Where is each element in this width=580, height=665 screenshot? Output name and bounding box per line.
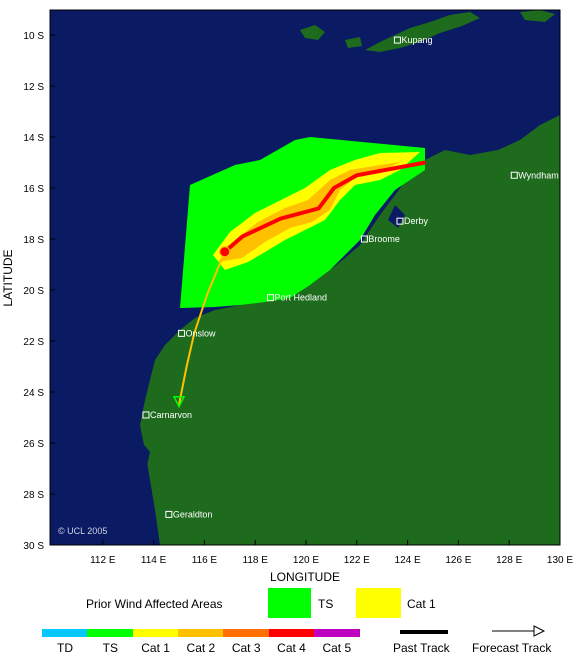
current-position [219,246,231,258]
lon-tick-label: 112 E [90,555,116,566]
x-axis-title: LONGITUDE [270,570,340,584]
lon-tick-label: 122 E [344,555,370,566]
legend: Prior Wind Affected Areas TS Cat 1 [0,585,580,665]
map-frame [49,9,561,546]
place-label: Derby [404,216,429,226]
place-label: Onslow [186,328,217,338]
forecast-arrowhead [172,396,186,409]
lat-tick-label: 24 S [23,388,44,399]
prior-areas-label: Prior Wind Affected Areas [86,597,223,611]
lat-tick-label: 12 S [23,82,44,93]
lon-tick-label: 120 E [293,555,319,566]
lat-tick-label: 18 S [23,235,44,246]
category-color-cat-5 [313,629,360,637]
place-marker [165,510,173,518]
lat-tick-label: 22 S [23,337,44,348]
cyclone-track-map: 10 S 12 S 14 S 16 S 18 S 20 S 22 S 24 S 26 S 28 S… [1,9,573,584]
place-label: Broome [368,234,400,244]
category-color-td [42,629,88,637]
category-color-cat-1 [132,629,179,637]
australia-mainland [140,115,560,545]
place-label: Carnarvon [150,410,192,420]
copyright-text: © UCL 2005 [58,526,107,536]
place-label: Kupang [401,35,432,45]
place-marker [178,329,186,337]
axis-ticks: 10 S 12 S 14 S 16 S 18 S 20 S 22 S 24 S 26 S 28 S… [23,31,573,566]
past-track-path [223,160,426,254]
storm-track [172,160,426,409]
king-sound [388,205,405,228]
place-marker [266,294,274,302]
category-label: Cat 1 [141,641,170,655]
category-label: TD [57,641,73,655]
shark-bay [138,440,150,470]
place-label: Port Hedland [274,293,327,303]
place-label: Geraldton [173,509,213,519]
island-ne [520,10,555,22]
place-marker [142,411,150,419]
category-color-cat-2 [177,629,224,637]
forecast-track-arrow [492,625,546,637]
lon-tick-label: 124 E [395,555,421,566]
place-marker [360,235,368,243]
past-track-line [400,630,448,634]
category-color-ts [87,629,134,637]
timor-island [365,12,480,52]
category-color-cat-3 [223,629,270,637]
cat1-swatch [356,588,401,618]
lat-tick-label: 10 S [23,31,44,42]
lon-tick-label: 114 E [141,555,167,566]
place-marker [393,36,401,44]
island-north-2 [345,37,362,48]
lon-tick-label: 116 E [192,555,218,566]
place-markers: Kupang Wyndham Derby Broome Port Hedland Onsl… [142,35,559,519]
category-label: Cat 5 [322,641,352,655]
lon-tick-label: 118 E [243,555,269,566]
past-track-label: Past Track [393,641,450,655]
lat-tick-label: 30 S [23,541,44,552]
category-label: Cat 4 [277,641,306,655]
ts-swatch-label: TS [318,597,334,611]
category-label: Cat 3 [231,641,261,655]
lon-tick-label: 130 E [547,555,573,566]
category-label: TS [102,641,118,655]
place-marker [510,171,518,179]
forecast-track-label: Forecast Track [472,641,552,655]
lat-tick-label: 26 S [23,439,44,450]
lat-tick-label: 28 S [23,490,44,501]
island-north [300,25,325,40]
cat1-swatch-label: Cat 1 [407,597,436,611]
place-label: Wyndham [518,170,558,180]
lat-tick-label: 20 S [23,286,44,297]
y-axis-title: LATITUDE [1,249,15,306]
lat-tick-label: 14 S [23,133,44,144]
place-marker [396,217,404,225]
forecast-track-path [178,251,226,405]
lon-tick-label: 128 E [496,555,522,566]
ts-swatch [268,588,311,618]
lat-tick-label: 16 S [23,184,44,195]
category-color-cat-4 [268,629,315,637]
lon-tick-label: 126 E [445,555,471,566]
category-label: Cat 2 [186,641,216,655]
